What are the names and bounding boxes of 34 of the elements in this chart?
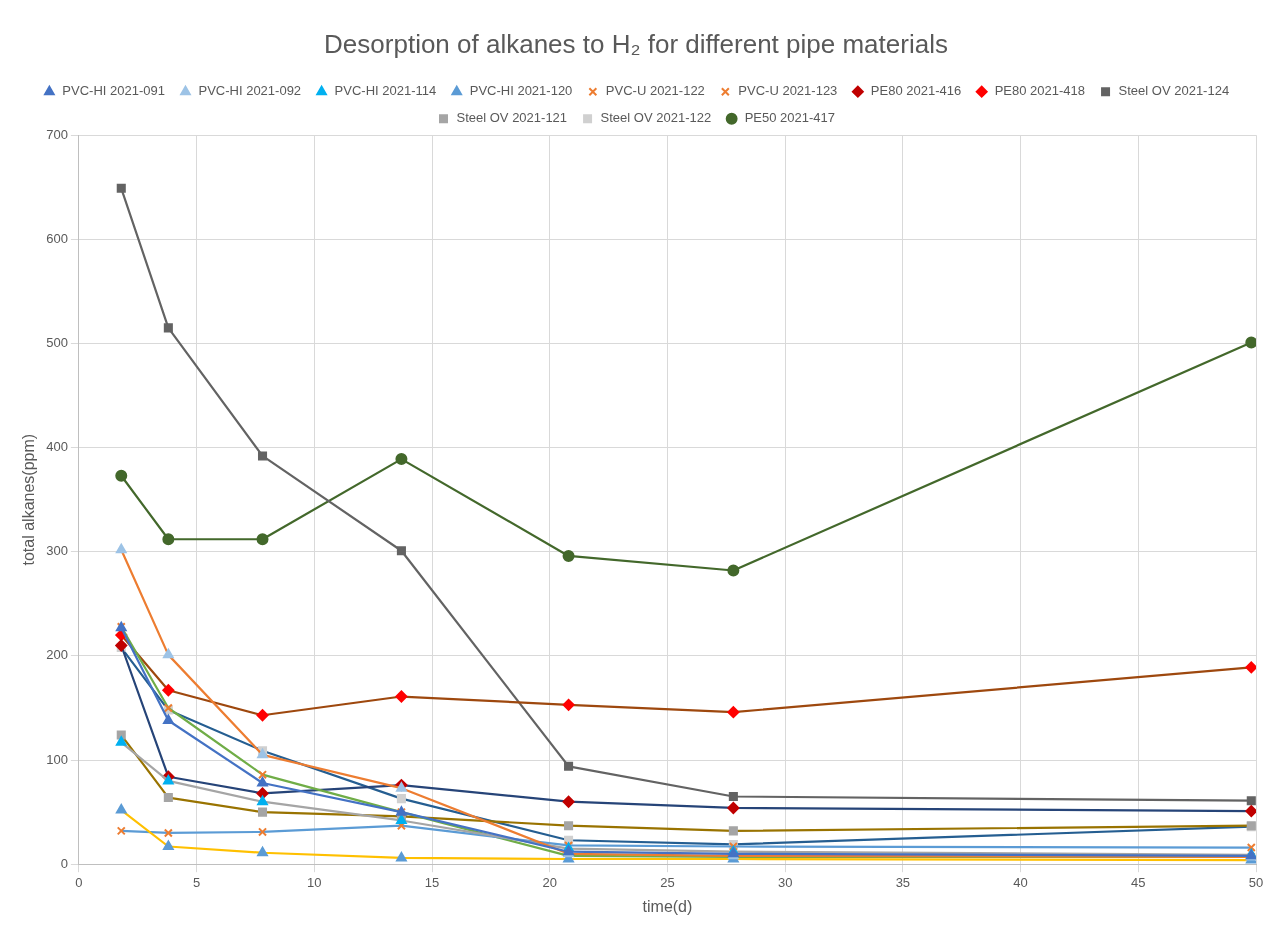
legend-label: PE50 2021-417: [744, 110, 836, 126]
legend-label: PVC-U 2021-122: [605, 83, 705, 99]
y-tick-label: 400: [46, 439, 68, 455]
legend-label: Steel OV 2021-121: [456, 110, 568, 126]
x-tick-label: 50: [1248, 874, 1264, 890]
x-tick-label: 15: [424, 874, 440, 890]
legend-label: Steel OV 2021-122: [600, 110, 712, 126]
x-tick-label: 35: [895, 874, 911, 890]
legend-label: PVC-HI 2021-091: [62, 83, 165, 99]
y-tick-label: 500: [46, 335, 68, 351]
x-tick-label: 25: [660, 874, 675, 890]
x-tick-label: 5: [192, 874, 201, 890]
y-tick-label: 100: [46, 751, 68, 767]
legend-label: PVC-HI 2021-114: [334, 83, 437, 99]
y-axis-title: total alkanes(ppm): [20, 433, 38, 566]
y-tick-label: 0: [60, 855, 68, 871]
legend-label: PE80 2021-416: [870, 83, 962, 99]
y-tick-label: 600: [46, 230, 68, 246]
y-tick-label: 200: [46, 647, 68, 663]
x-tick-label: 40: [1013, 874, 1028, 890]
x-tick-label: 10: [307, 874, 322, 890]
x-tick-label: 30: [777, 874, 793, 890]
y-tick-label: 700: [46, 126, 68, 142]
x-tick-label: 45: [1131, 874, 1146, 890]
legend-label: PVC-U 2021-123: [738, 83, 838, 99]
x-axis-title: time(d): [642, 897, 693, 915]
legend-label: PE80 2021-418: [994, 83, 1086, 99]
x-tick-label: 0: [75, 874, 83, 890]
x-tick-label: 20: [542, 874, 557, 890]
legend-label: PVC-HI 2021-120: [469, 83, 573, 99]
legend-label: Steel OV 2021-124: [1118, 83, 1230, 99]
legend-label: PVC-HI 2021-092: [198, 83, 302, 99]
y-tick-label: 300: [46, 543, 68, 559]
chart-title: Desorption of alkanes to H₂ for different pipe materials: [324, 28, 948, 59]
